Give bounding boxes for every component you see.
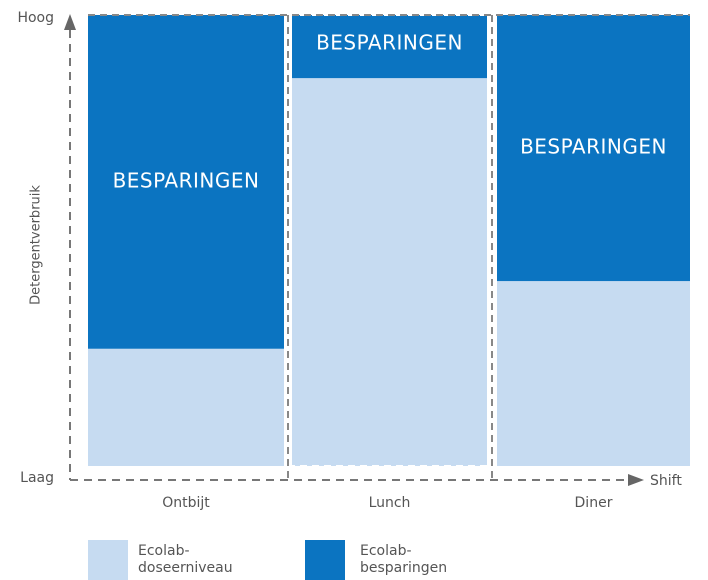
bar-segment (497, 281, 690, 466)
y-axis-label: Detergentverbruik (29, 185, 44, 305)
y-tick-label: Hoog (17, 10, 54, 26)
segment-label: BESPARINGEN (316, 31, 463, 55)
segment-label: BESPARINGEN (113, 168, 260, 192)
legend-swatch (88, 540, 128, 580)
page: Shift Detergentverbruik Laag Hoog BESPARIN… (0, 0, 708, 580)
x-tick-label: Lunch (369, 495, 411, 511)
chart: Shift Detergentverbruik Laag Hoog BESPARIN… (0, 0, 708, 580)
x-tick-label: Ontbijt (162, 495, 210, 511)
legend-label: Ecolab- doseerniveau (138, 543, 233, 577)
legend-label: Ecolab- besparingen (360, 543, 447, 577)
x-tick-label: Diner (575, 495, 613, 511)
bar-segment (88, 349, 284, 466)
x-axis-label: Shift (650, 473, 682, 489)
y-tick-label: Laag (20, 470, 54, 486)
y-arrow (64, 14, 76, 30)
segment-label: BESPARINGEN (520, 135, 667, 159)
legend-swatch (305, 540, 345, 580)
x-arrow (628, 474, 644, 486)
bar-segment (292, 78, 487, 466)
